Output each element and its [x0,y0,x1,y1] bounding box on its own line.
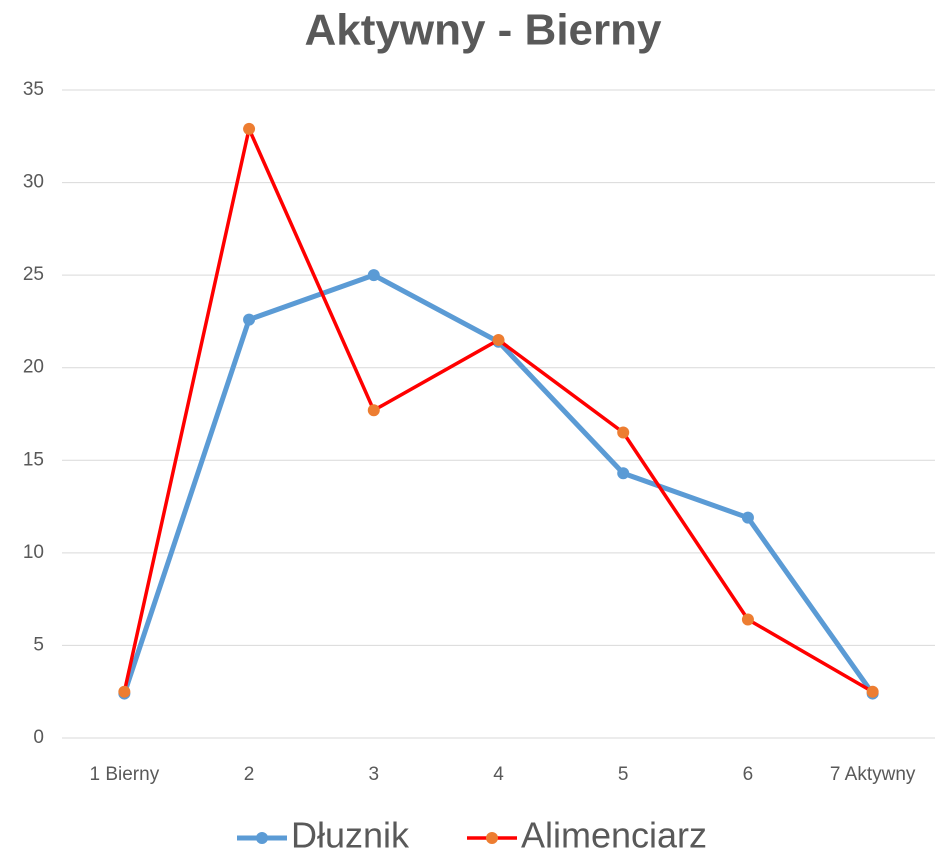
x-tick-label: 7 Aktywny [830,764,916,785]
legend-marker [486,832,498,844]
x-tick-label: 5 [618,764,629,785]
y-tick-label: 10 [23,542,44,563]
legend-label: Alimenciarz [521,815,707,856]
y-tick-label: 5 [33,634,44,655]
y-tick-label: 25 [23,264,44,285]
legend-label: Dłuznik [291,815,410,856]
data-point [367,404,380,417]
data-point [617,426,630,439]
y-tick-label: 0 [33,727,44,748]
x-tick-label: 6 [743,764,754,785]
data-point [492,333,505,346]
y-tick-label: 15 [23,449,44,470]
chart-title: Aktywny - Bierny [305,6,663,55]
series-line [122,127,874,694]
y-tick-label: 30 [23,172,44,193]
x-tick-label: 4 [493,764,504,785]
data-point [741,511,754,524]
data-point [617,467,630,480]
data-point [243,313,256,326]
data-point [741,613,754,626]
data-point [118,685,131,698]
legend-marker [256,832,268,844]
y-tick-label: 20 [23,357,44,378]
data-point [367,269,380,282]
y-tick-label: 35 [23,79,44,100]
data-point [243,122,256,135]
x-tick-label: 1 Bierny [90,764,160,785]
x-tick-label: 3 [368,764,379,785]
data-point [866,685,879,698]
x-tick-label: 2 [244,764,255,785]
